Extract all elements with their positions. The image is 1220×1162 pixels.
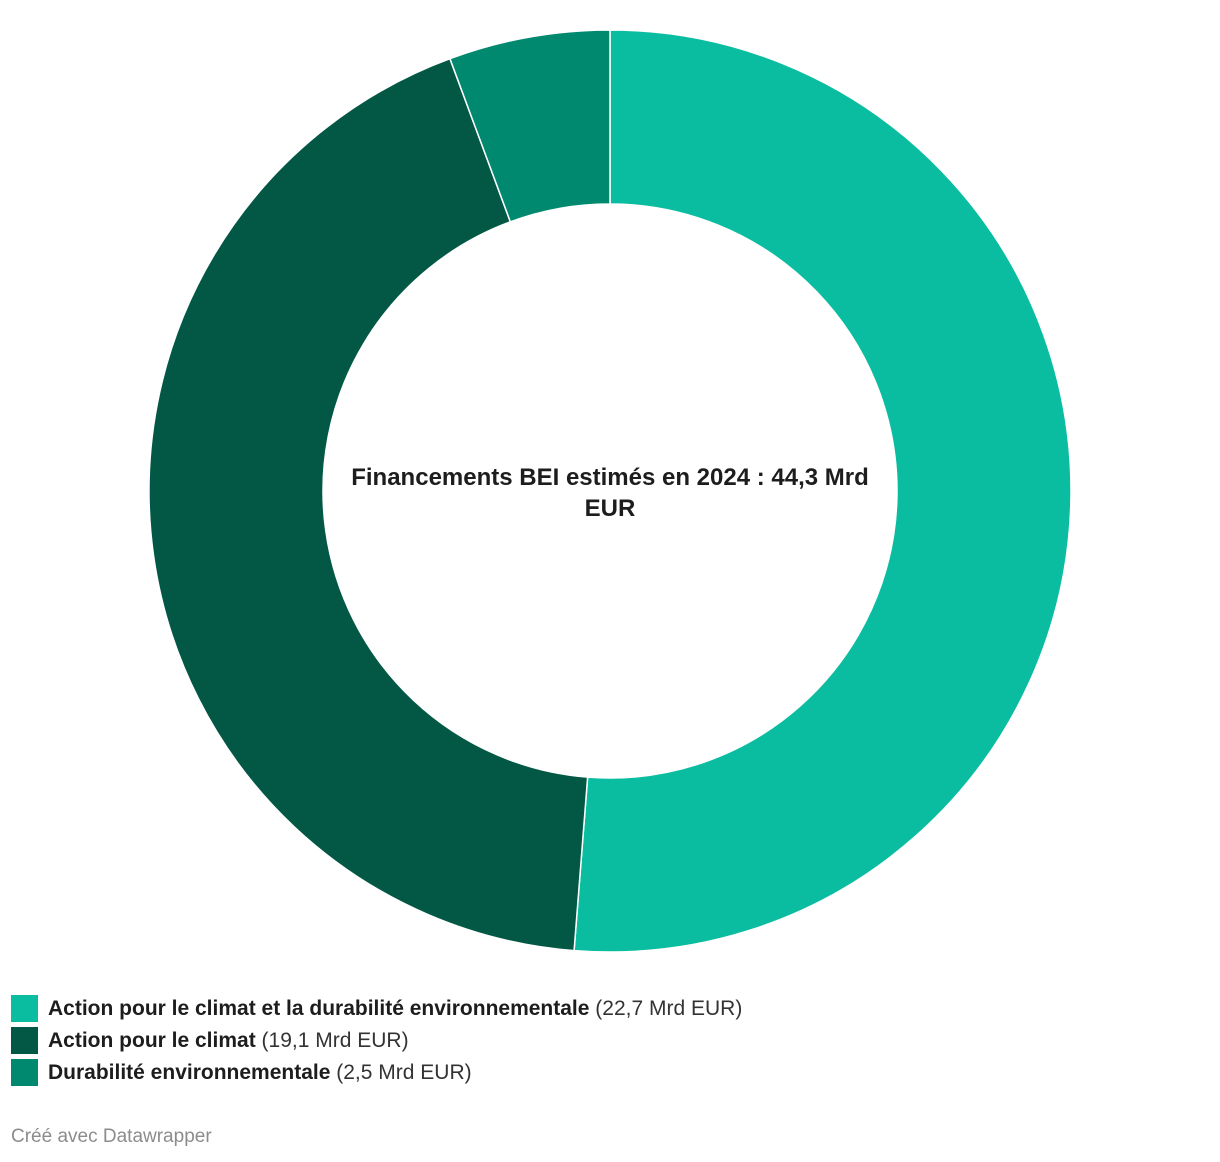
- donut-slice-2: [448, 29, 611, 223]
- legend-value: (22,7 Mrd EUR): [595, 996, 743, 1020]
- legend-label: Durabilité environnementale: [48, 1060, 331, 1084]
- legend-item: Action pour le climat et la durabilité e…: [11, 992, 742, 1024]
- donut-chart: Financements BEI estimés en 2024 : 44,3 …: [148, 29, 1072, 953]
- donut-svg: [148, 29, 1072, 953]
- legend: Action pour le climat et la durabilité e…: [11, 992, 742, 1088]
- legend-item: Action pour le climat (19,1 Mrd EUR): [11, 1024, 742, 1056]
- datawrapper-credit: Créé avec Datawrapper: [11, 1126, 212, 1147]
- donut-slice-1: [148, 57, 589, 952]
- legend-swatch-1: [11, 1026, 38, 1054]
- donut-center-label: Financements BEI estimés en 2024 : 44,3 …: [351, 464, 869, 522]
- legend-label: Action pour le climat: [48, 1028, 256, 1052]
- donut-slice-0: [573, 29, 1072, 953]
- legend-value: (2,5 Mrd EUR): [336, 1060, 472, 1084]
- legend-value: (19,1 Mrd EUR): [261, 1028, 409, 1052]
- legend-swatch-0: [11, 994, 38, 1022]
- legend-item: Durabilité environnementale (2,5 Mrd EUR…: [11, 1056, 742, 1088]
- legend-label: Action pour le climat et la durabilité e…: [48, 996, 590, 1020]
- legend-swatch-2: [11, 1058, 38, 1086]
